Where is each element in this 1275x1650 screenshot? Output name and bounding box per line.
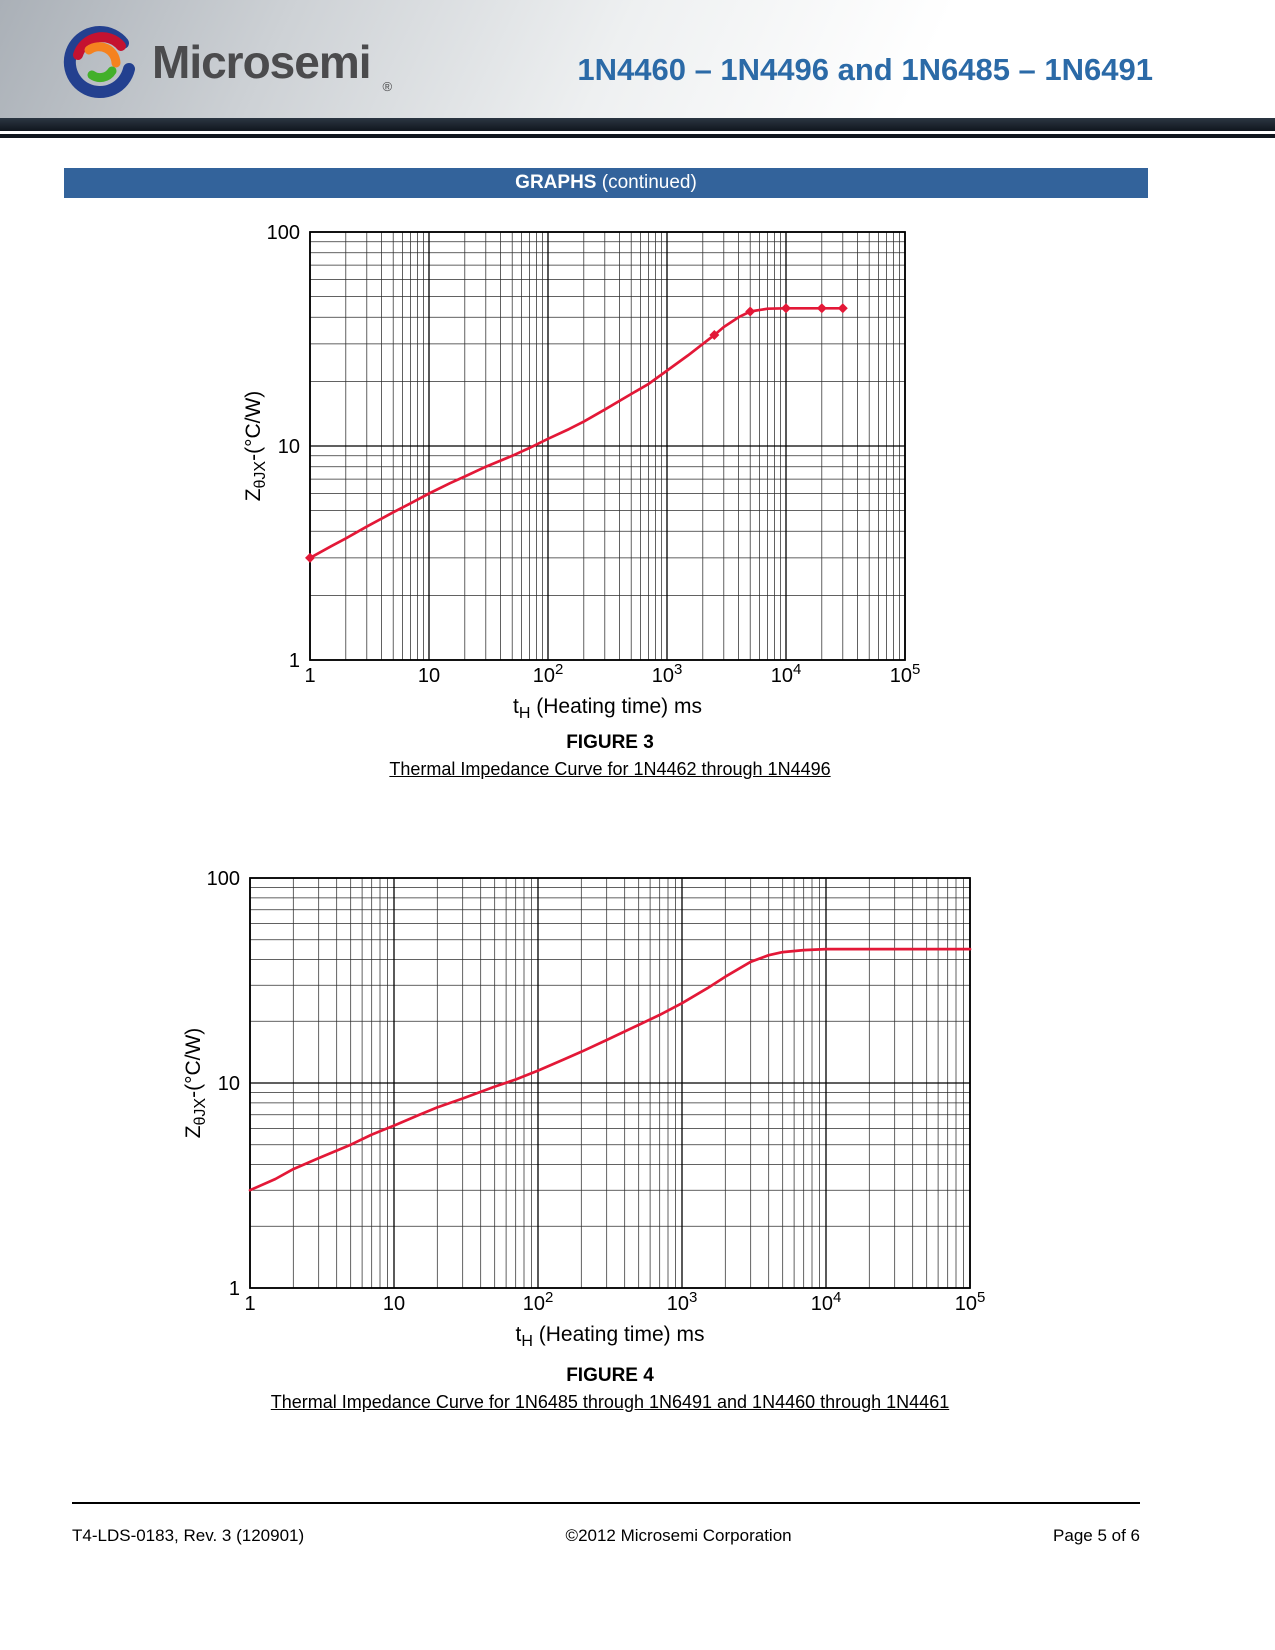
banner-subtitle: (continued)	[596, 172, 697, 193]
x-tick-label: 105	[890, 661, 921, 687]
x-tick-label: 103	[667, 1289, 698, 1315]
y-tick-label: 100	[267, 222, 300, 244]
footer-rule	[72, 1502, 1140, 1504]
curve-marker	[745, 306, 756, 317]
curve-marker	[816, 303, 827, 314]
x-tick-label: 102	[533, 661, 564, 687]
impedance-curve	[308, 306, 845, 560]
logo-wordmark: Microsemi	[152, 36, 372, 88]
y-tick-label: 1	[289, 650, 300, 672]
x-tick-label: 1	[244, 1293, 255, 1315]
page-number: Page 5 of 6	[1053, 1526, 1140, 1545]
impedance-curve	[248, 947, 972, 1192]
page-header: Microsemi ® 1N4460 – 1N4496 and 1N6485 –…	[0, 0, 1275, 118]
figure4-thermal-impedance-chart: 1 10 102 103 104 105 1 10 100 tH (Heating time) m…	[182, 868, 986, 1350]
y-tick-label: 1	[229, 1278, 240, 1300]
x-tick-label: 103	[652, 661, 683, 687]
page-footer: T4-LDS-0183, Rev. 3 (120901) ©2012 Micro…	[72, 1526, 1140, 1546]
plot-border	[309, 231, 906, 661]
figure3-label: FIGURE 3	[566, 732, 654, 753]
registered-mark: ®	[382, 79, 393, 94]
curve-marker	[305, 552, 315, 563]
graphs-section-banner: GRAPHS (continued)	[64, 168, 1148, 198]
figure4-caption: FIGURE 4 Thermal Impedance Curve for 1N6…	[180, 1365, 1040, 1413]
x-tick-label: 102	[523, 1289, 554, 1315]
figure3-description: Thermal Impedance Curve for 1N4462 throu…	[389, 759, 831, 779]
curve-marker	[781, 303, 791, 314]
microsemi-logo-icon	[63, 26, 135, 99]
y-tick-label: 100	[207, 868, 240, 890]
x-axis-title: tH (Heating time) ms	[513, 695, 702, 722]
figure4-label: FIGURE 4	[566, 1365, 654, 1386]
x-axis-title: tH (Heating time) ms	[516, 1323, 705, 1350]
x-tick-label: 105	[955, 1289, 986, 1315]
x-tick-label: 104	[811, 1289, 842, 1315]
header-rule-thin	[0, 134, 1275, 138]
y-tick-label: 10	[278, 436, 300, 458]
y-axis-title: ZθJX-(°C/W)	[182, 1028, 209, 1139]
curve-marker	[709, 330, 720, 341]
part-number-title: 1N4460 – 1N4496 and 1N6485 – 1N6491	[577, 52, 1153, 87]
copyright: ©2012 Microsemi Corporation	[565, 1526, 792, 1545]
document-number: T4-LDS-0183, Rev. 3 (120901)	[72, 1526, 305, 1545]
curve-marker	[837, 303, 848, 314]
x-tick-label: 1	[304, 665, 315, 687]
banner-title: GRAPHS	[515, 172, 597, 193]
plot-border	[249, 877, 971, 1289]
x-tick-label: 10	[383, 1293, 405, 1315]
figure4-description: Thermal Impedance Curve for 1N6485 throu…	[270, 1392, 950, 1412]
x-tick-label: 104	[771, 661, 802, 687]
y-tick-label: 10	[218, 1073, 240, 1095]
x-tick-label: 10	[418, 665, 440, 687]
header-rule-thick	[0, 118, 1275, 131]
microsemi-logo: Microsemi ®	[60, 22, 392, 102]
figure3-thermal-impedance-chart: 1 10 102 103 104 105 1 10 100 tH (Heating time) m…	[242, 222, 921, 722]
figure3-caption: FIGURE 3 Thermal Impedance Curve for 1N4…	[240, 732, 980, 780]
y-axis-title: ZθJX-(°C/W)	[242, 391, 269, 502]
